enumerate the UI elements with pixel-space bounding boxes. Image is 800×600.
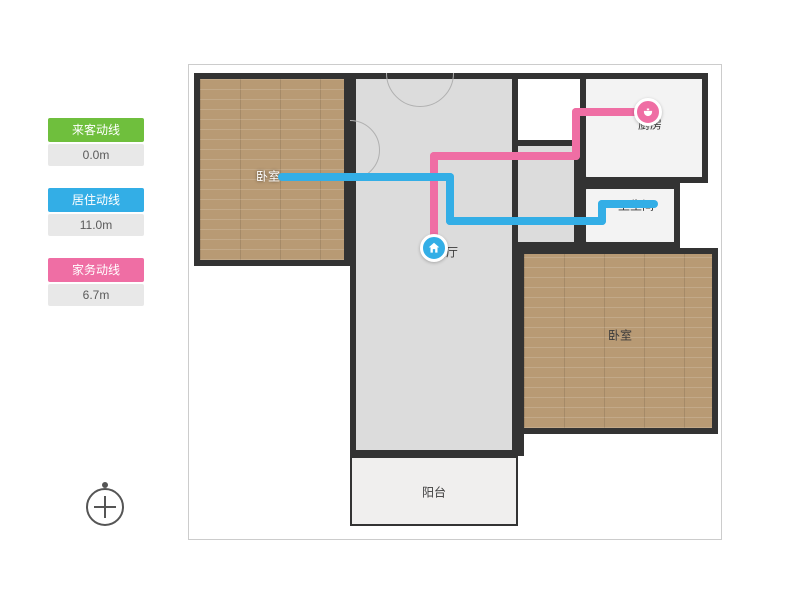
legend-value-guest: 0.0m (48, 144, 144, 166)
wall-stub-0 (518, 73, 580, 79)
room-living (350, 73, 518, 456)
flow-node-start-living (420, 234, 448, 262)
legend-title-chore: 家务动线 (48, 258, 144, 282)
flow-chore-2 (430, 152, 580, 160)
legend-title-living: 居住动线 (48, 188, 144, 212)
wall-stub-1 (518, 434, 524, 456)
legend-title-guest: 来客动线 (48, 118, 144, 142)
room-label-bed-right: 卧室 (604, 326, 636, 345)
legend-value-chore: 6.7m (48, 284, 144, 306)
legend-item-guest: 来客动线 0.0m (48, 118, 148, 166)
legend-value-living: 11.0m (48, 214, 144, 236)
flow-node-end-kitchen (634, 98, 662, 126)
flow-living-2 (446, 217, 606, 225)
compass-icon (86, 488, 124, 526)
room-label-balcony: 阳台 (418, 483, 450, 502)
flow-living-0 (278, 173, 454, 181)
door-arc-0 (386, 39, 454, 107)
legend-item-chore: 家务动线 6.7m (48, 258, 148, 306)
room-bath (580, 183, 680, 248)
flow-living-4 (598, 200, 658, 208)
legend-panel: 来客动线 0.0m 居住动线 11.0m 家务动线 6.7m (48, 118, 148, 328)
legend-item-living: 居住动线 11.0m (48, 188, 148, 236)
